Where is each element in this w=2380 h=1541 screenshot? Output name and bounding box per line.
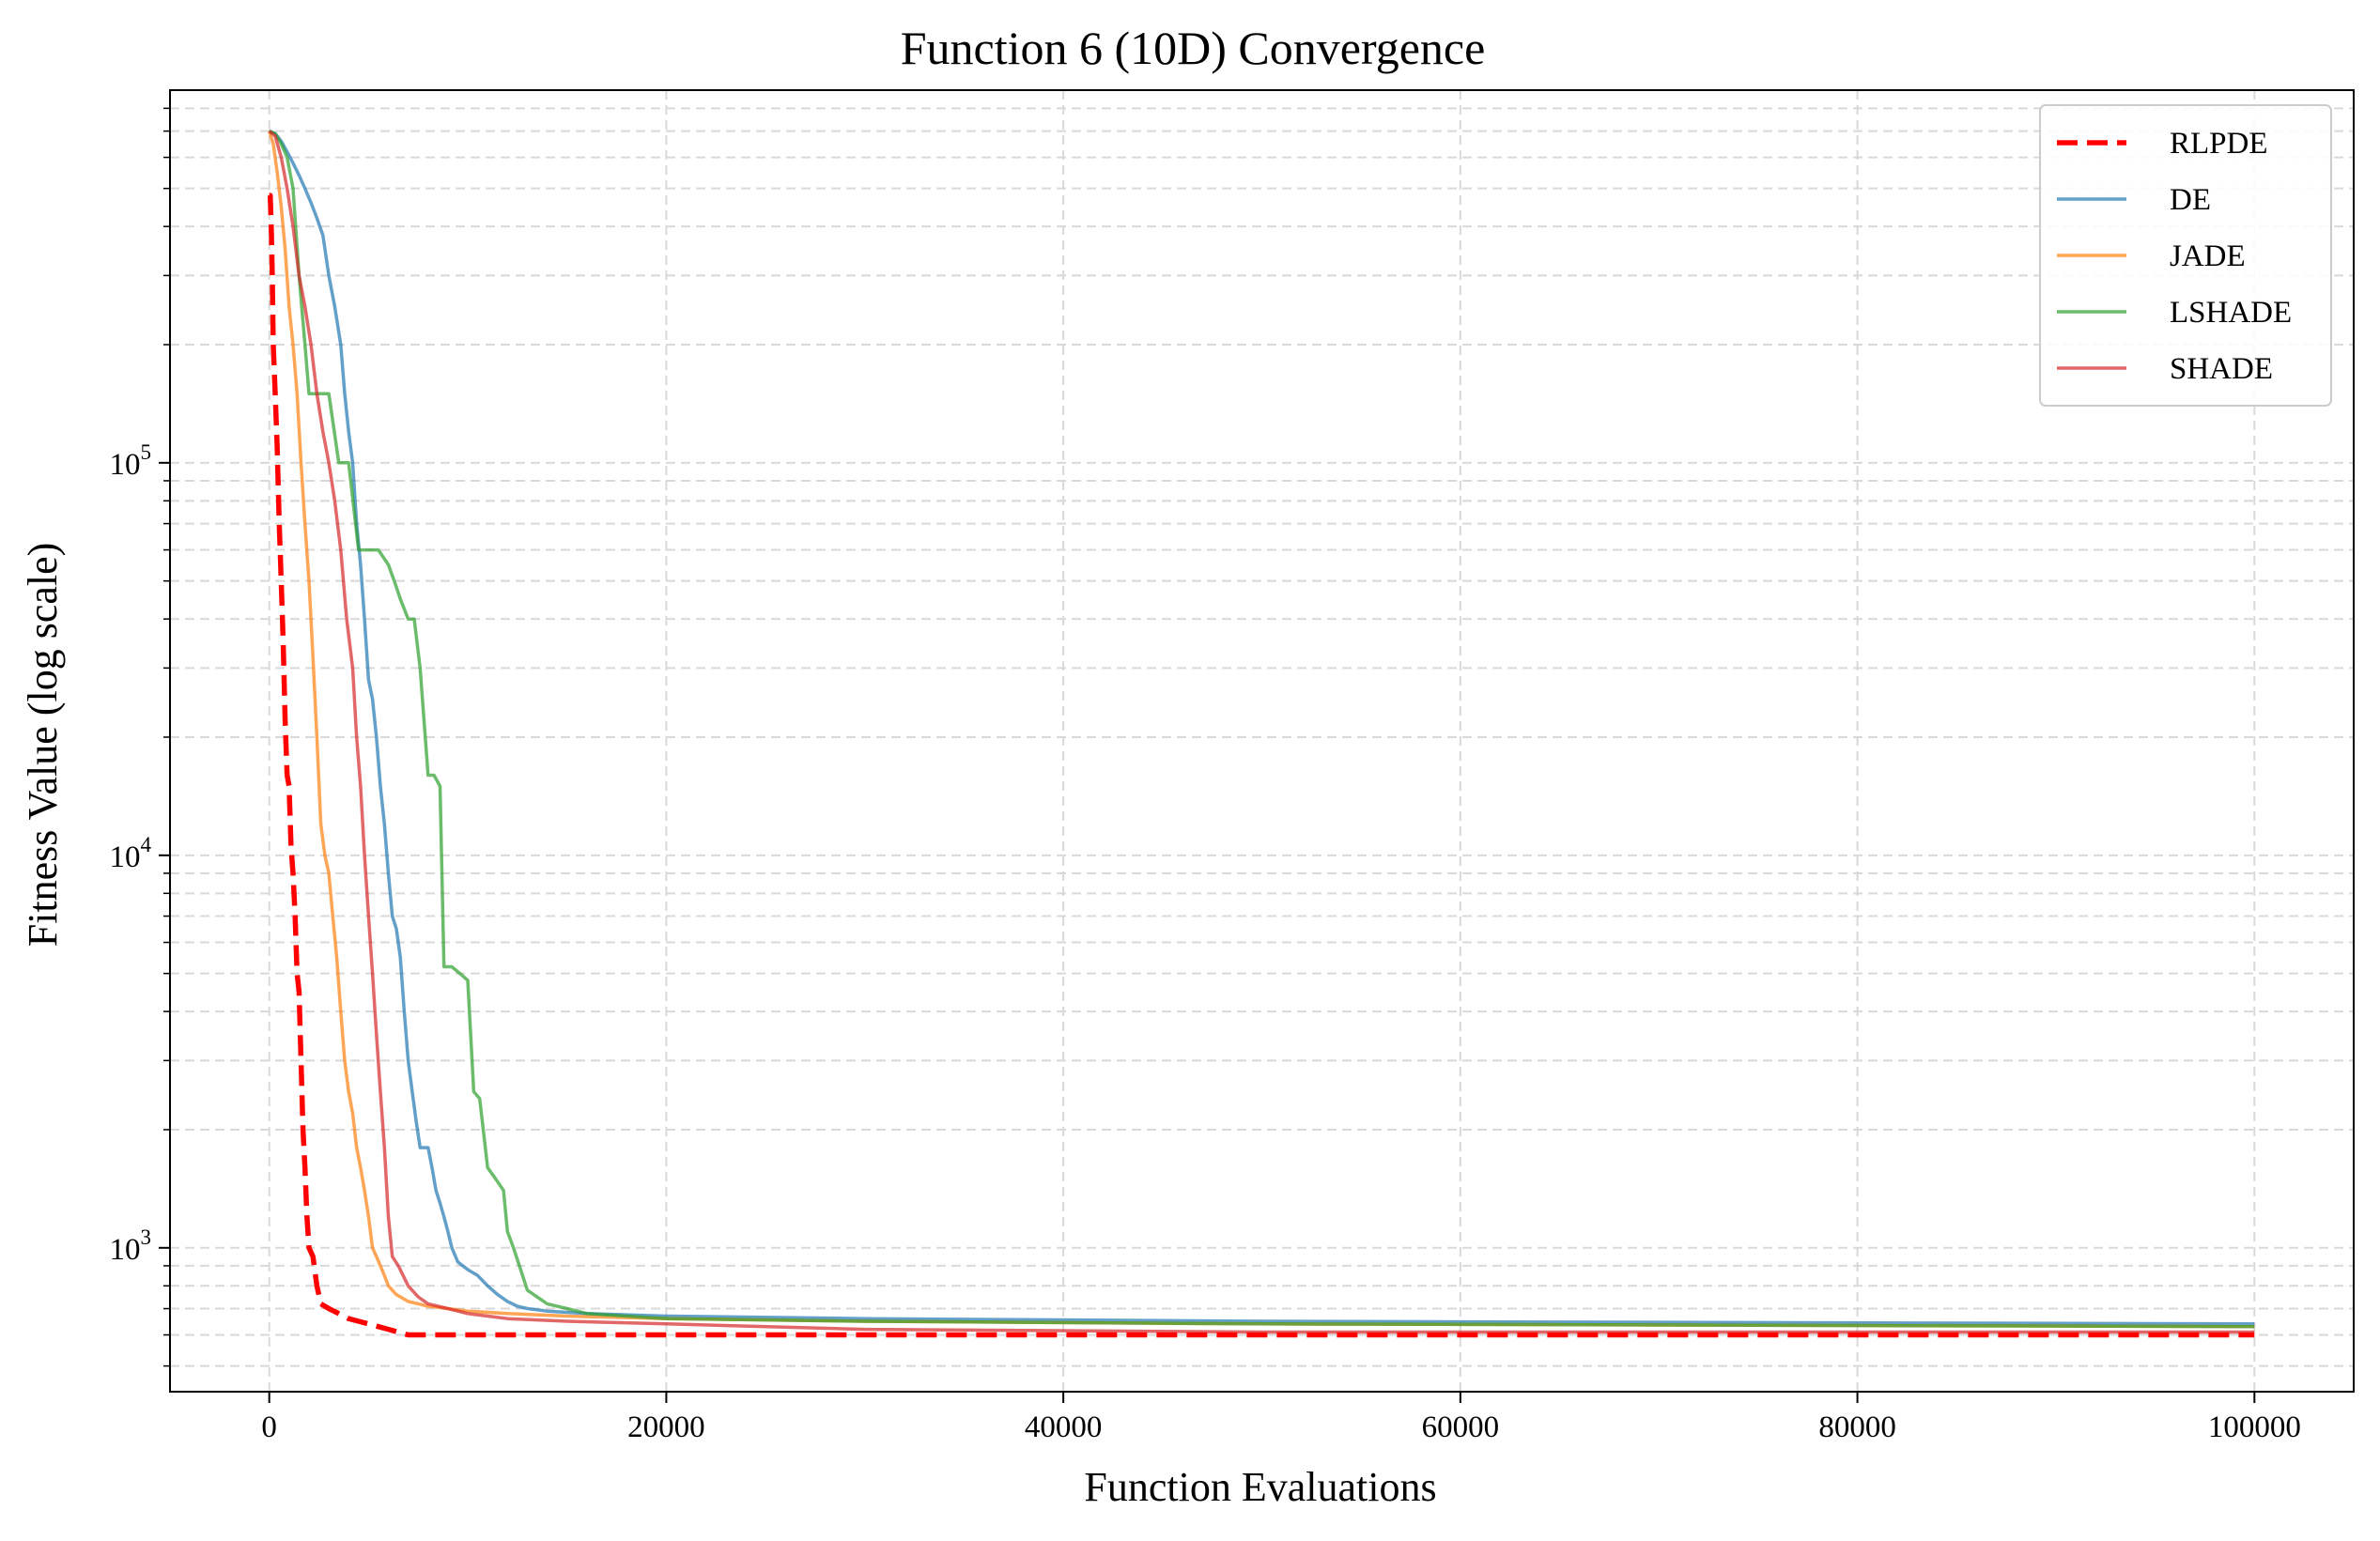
y-tick-label: 104 <box>110 833 152 874</box>
legend-label: JADE <box>2170 239 2246 273</box>
series-line-rlpde <box>267 193 2255 1338</box>
legend-label: RLPDE <box>2170 127 2268 161</box>
legend-box <box>2039 104 2332 407</box>
series-line-de <box>269 129 2255 1326</box>
x-tick-label: 80000 <box>1818 1410 1896 1444</box>
x-axis-label: Function Evaluations <box>1084 1464 1436 1510</box>
x-tick-label: 40000 <box>1025 1410 1103 1444</box>
chart-title: Function 6 (10D) Convergence <box>901 22 1486 74</box>
series-line-lshade <box>269 129 2255 1329</box>
x-tick-label: 0 <box>261 1410 277 1444</box>
y-tick-label: 105 <box>110 440 152 482</box>
x-tick-label: 100000 <box>2208 1410 2301 1444</box>
y-axis-ticks: 103 104 105 <box>110 107 170 1367</box>
y-tick-label: 103 <box>110 1225 152 1267</box>
legend-label: SHADE <box>2170 352 2273 386</box>
series-line-shade <box>268 130 2255 1334</box>
plot-frame <box>169 89 2355 1393</box>
legend-label: DE <box>2170 183 2211 217</box>
series-lines <box>267 129 2255 1338</box>
x-axis-ticks: 0 20000 40000 60000 80000 100000 <box>261 1392 2301 1444</box>
grid-lines <box>170 90 2354 1392</box>
legend-label: LSHADE <box>2170 296 2292 330</box>
x-tick-label: 60000 <box>1422 1410 1500 1444</box>
x-tick-label: 20000 <box>627 1410 705 1444</box>
series-line-jade <box>268 131 2255 1329</box>
y-axis-label: Fitness Value (log scale) <box>20 543 66 948</box>
legend: RLPDE DE JADE LSHADE SHADE <box>2039 104 2332 407</box>
